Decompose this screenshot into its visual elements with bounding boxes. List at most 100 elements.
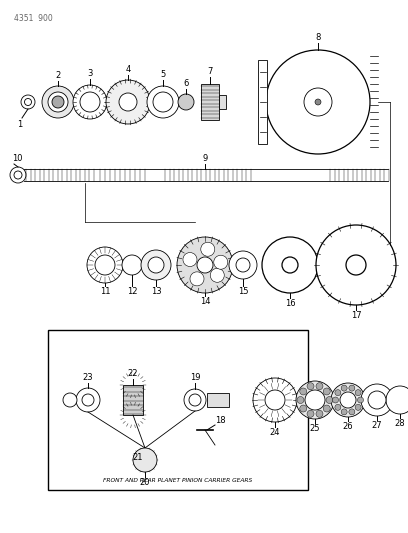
Circle shape — [122, 255, 142, 275]
Circle shape — [214, 255, 228, 269]
Circle shape — [307, 383, 314, 390]
Circle shape — [21, 95, 35, 109]
Circle shape — [331, 383, 365, 417]
Circle shape — [190, 272, 204, 286]
Circle shape — [153, 92, 173, 112]
Circle shape — [229, 251, 257, 279]
Circle shape — [210, 268, 224, 282]
Circle shape — [82, 394, 94, 406]
Circle shape — [178, 94, 194, 110]
Text: 23: 23 — [83, 373, 93, 382]
Circle shape — [349, 409, 355, 415]
Circle shape — [53, 97, 63, 107]
Text: 11: 11 — [100, 287, 110, 296]
Circle shape — [304, 88, 332, 116]
Text: 13: 13 — [151, 287, 161, 296]
Text: 9: 9 — [202, 154, 208, 163]
Bar — [258, 60, 267, 144]
Text: 17: 17 — [351, 311, 361, 320]
Circle shape — [316, 383, 323, 390]
Circle shape — [323, 388, 330, 395]
Circle shape — [14, 171, 22, 179]
Text: 4: 4 — [125, 65, 131, 74]
Text: 6: 6 — [183, 79, 188, 88]
Circle shape — [265, 390, 285, 410]
Circle shape — [300, 388, 307, 395]
Circle shape — [305, 390, 325, 410]
Text: 14: 14 — [200, 297, 210, 306]
Circle shape — [262, 237, 318, 293]
Circle shape — [323, 405, 330, 412]
Text: 16: 16 — [285, 299, 295, 308]
Text: 27: 27 — [372, 421, 382, 430]
Text: FRONT AND REAR PLANET PINION CARRIER GEARS: FRONT AND REAR PLANET PINION CARRIER GEA… — [103, 478, 253, 482]
Text: 8: 8 — [315, 33, 321, 42]
Bar — [48, 330, 308, 490]
Text: 22: 22 — [128, 369, 138, 378]
Circle shape — [76, 388, 100, 412]
Text: 24: 24 — [270, 428, 280, 437]
Circle shape — [24, 99, 31, 106]
Text: 18: 18 — [215, 416, 226, 425]
Circle shape — [316, 410, 323, 417]
Circle shape — [266, 50, 370, 154]
Circle shape — [52, 96, 64, 108]
Text: 10: 10 — [12, 154, 22, 163]
Circle shape — [73, 85, 107, 119]
Text: 20: 20 — [140, 478, 150, 487]
Circle shape — [386, 386, 408, 414]
Text: 4351  900: 4351 900 — [14, 14, 53, 23]
Circle shape — [95, 255, 115, 275]
Circle shape — [184, 389, 206, 411]
Circle shape — [361, 384, 393, 416]
Circle shape — [335, 405, 341, 410]
Bar — [219, 95, 226, 109]
Circle shape — [333, 397, 339, 403]
Circle shape — [355, 405, 361, 410]
Circle shape — [183, 253, 197, 266]
Circle shape — [300, 405, 307, 412]
Circle shape — [177, 237, 233, 293]
Circle shape — [133, 448, 157, 472]
Circle shape — [357, 397, 364, 403]
Circle shape — [48, 92, 68, 112]
Circle shape — [189, 394, 201, 406]
Circle shape — [63, 393, 77, 407]
Circle shape — [326, 397, 333, 403]
Circle shape — [147, 86, 179, 118]
Circle shape — [315, 99, 321, 105]
Circle shape — [340, 392, 356, 408]
Text: 12: 12 — [127, 287, 137, 296]
Circle shape — [197, 257, 213, 273]
Circle shape — [10, 167, 26, 183]
Circle shape — [87, 247, 123, 283]
Bar — [201, 84, 219, 120]
Text: 15: 15 — [238, 287, 248, 296]
Text: 28: 28 — [395, 419, 405, 428]
Circle shape — [368, 391, 386, 409]
Text: 19: 19 — [190, 373, 200, 382]
Text: 1: 1 — [18, 120, 22, 129]
Circle shape — [42, 86, 74, 118]
Circle shape — [297, 397, 304, 403]
Circle shape — [316, 225, 396, 305]
Text: 25: 25 — [310, 424, 320, 433]
Text: 5: 5 — [160, 70, 166, 79]
Bar — [207, 393, 229, 407]
Circle shape — [141, 250, 171, 280]
Circle shape — [236, 258, 250, 272]
Circle shape — [253, 378, 297, 422]
Circle shape — [341, 385, 347, 391]
Circle shape — [346, 255, 366, 275]
Circle shape — [355, 390, 361, 395]
Text: 2: 2 — [55, 71, 61, 80]
Circle shape — [106, 80, 150, 124]
Circle shape — [335, 390, 341, 395]
Text: 7: 7 — [207, 67, 213, 76]
Text: 3: 3 — [87, 69, 93, 78]
Circle shape — [341, 409, 347, 415]
Circle shape — [307, 410, 314, 417]
Circle shape — [201, 242, 215, 256]
Circle shape — [349, 385, 355, 391]
Circle shape — [282, 257, 298, 273]
